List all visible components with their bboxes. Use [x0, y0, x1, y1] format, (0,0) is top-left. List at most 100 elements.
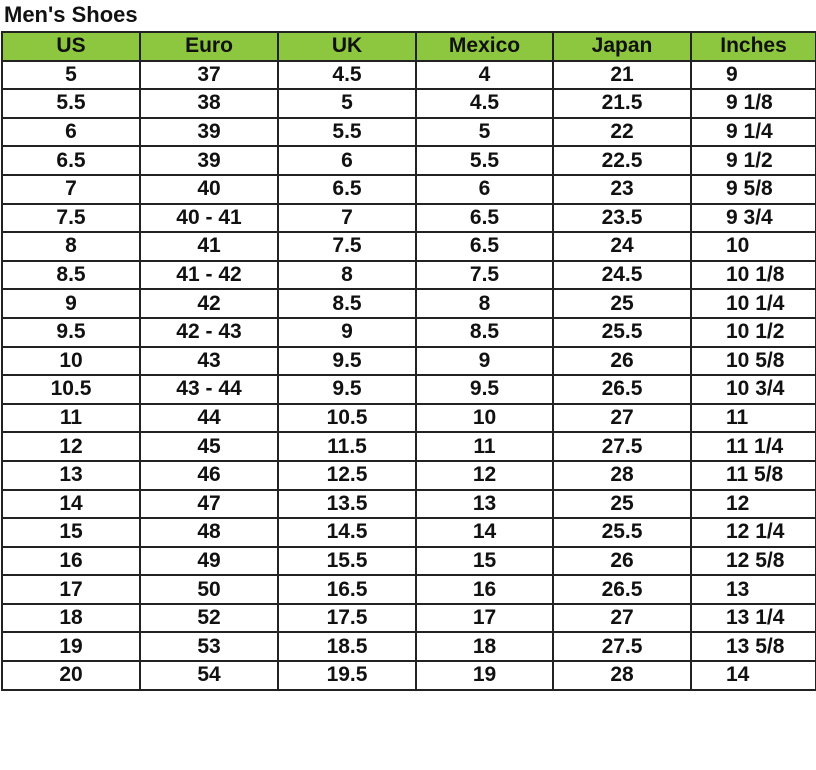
- cell-euro: 38: [139, 88, 279, 119]
- table-row: 10 43 9.5 9 26 10 5/8: [1, 345, 816, 377]
- cell-inches: 13: [690, 574, 816, 605]
- table-row: 20 54 19.5 19 28 14: [1, 660, 816, 691]
- column-header-japan: Japan: [552, 31, 692, 62]
- cell-inches: 10 1/2: [690, 316, 816, 348]
- header-row: US Euro UK Mexico Japan Inches: [1, 31, 816, 62]
- column-header-uk: UK: [277, 31, 417, 62]
- cell-euro: 41: [139, 231, 279, 262]
- cell-mexico: 6: [415, 173, 554, 205]
- cell-us: 7.5: [1, 202, 141, 234]
- cell-uk: 8.5: [277, 288, 417, 319]
- cell-uk: 9.5: [277, 345, 417, 377]
- cell-uk: 16.5: [277, 574, 417, 605]
- cell-mexico: 13: [415, 488, 554, 520]
- cell-us: 9: [1, 288, 141, 319]
- table-row: 16 49 15.5 15 26 12 5/8: [1, 545, 816, 577]
- table-row: 15 48 14.5 14 25.5 12 1/4: [1, 517, 816, 548]
- cell-mexico: 8.5: [415, 316, 554, 348]
- cell-us: 14: [1, 488, 141, 520]
- cell-inches: 12 1/4: [690, 517, 816, 548]
- cell-mexico: 15: [415, 545, 554, 577]
- cell-japan: 21: [552, 59, 692, 91]
- table-row: 5.5 38 5 4.5 21.5 9 1/8: [1, 88, 816, 119]
- table-row: 13 46 12.5 12 28 11 5/8: [1, 459, 816, 491]
- cell-japan: 27: [552, 602, 692, 634]
- cell-mexico: 6.5: [415, 202, 554, 234]
- cell-japan: 26.5: [552, 574, 692, 605]
- cell-inches: 12: [690, 488, 816, 520]
- cell-uk: 6: [277, 145, 417, 176]
- cell-uk: 4.5: [277, 59, 417, 91]
- cell-uk: 5.5: [277, 116, 417, 148]
- cell-uk: 18.5: [277, 631, 417, 663]
- cell-mexico: 4.5: [415, 88, 554, 119]
- cell-uk: 7.5: [277, 231, 417, 262]
- table-row: 12 45 11.5 11 27.5 11 1/4: [1, 431, 816, 462]
- cell-us: 18: [1, 602, 141, 634]
- cell-us: 10.5: [1, 374, 141, 405]
- cell-mexico: 12: [415, 459, 554, 491]
- cell-uk: 10.5: [277, 402, 417, 434]
- cell-uk: 6.5: [277, 173, 417, 205]
- cell-euro: 53: [139, 631, 279, 663]
- cell-us: 12: [1, 431, 141, 462]
- cell-euro: 40 - 41: [139, 202, 279, 234]
- cell-us: 6: [1, 116, 141, 148]
- cell-japan: 25.5: [552, 316, 692, 348]
- cell-japan: 27.5: [552, 431, 692, 462]
- cell-inches: 10 1/8: [690, 259, 816, 291]
- cell-japan: 21.5: [552, 88, 692, 119]
- cell-japan: 25: [552, 288, 692, 319]
- cell-euro: 43 - 44: [139, 374, 279, 405]
- cell-mexico: 5.5: [415, 145, 554, 176]
- table-row: 11 44 10.5 10 27 11: [1, 402, 816, 434]
- cell-us: 13: [1, 459, 141, 491]
- cell-inches: 9 1/4: [690, 116, 816, 148]
- cell-euro: 41 - 42: [139, 259, 279, 291]
- table-row: 9.5 42 - 43 9 8.5 25.5 10 1/2: [1, 316, 816, 348]
- page-title: Men's Shoes: [4, 2, 138, 27]
- cell-inches: 10 1/4: [690, 288, 816, 319]
- cell-inches: 10: [690, 231, 816, 262]
- cell-us: 9.5: [1, 316, 141, 348]
- cell-us: 15: [1, 517, 141, 548]
- table-row: 17 50 16.5 16 26.5 13: [1, 574, 816, 605]
- cell-japan: 23.5: [552, 202, 692, 234]
- table-row: 19 53 18.5 18 27.5 13 5/8: [1, 631, 816, 663]
- cell-us: 8.5: [1, 259, 141, 291]
- cell-japan: 27: [552, 402, 692, 434]
- cell-mexico: 8: [415, 288, 554, 319]
- cell-inches: 11: [690, 402, 816, 434]
- table-row: 8 41 7.5 6.5 24 10: [1, 231, 816, 262]
- cell-euro: 50: [139, 574, 279, 605]
- cell-euro: 39: [139, 145, 279, 176]
- cell-us: 19: [1, 631, 141, 663]
- cell-uk: 7: [277, 202, 417, 234]
- cell-inches: 10 3/4: [690, 374, 816, 405]
- cell-euro: 49: [139, 545, 279, 577]
- cell-mexico: 4: [415, 59, 554, 91]
- table-row: 7.5 40 - 41 7 6.5 23.5 9 3/4: [1, 202, 816, 234]
- cell-euro: 39: [139, 116, 279, 148]
- cell-inches: 9 1/2: [690, 145, 816, 176]
- cell-uk: 15.5: [277, 545, 417, 577]
- cell-us: 10: [1, 345, 141, 377]
- cell-inches: 13 1/4: [690, 602, 816, 634]
- cell-mexico: 14: [415, 517, 554, 548]
- cell-uk: 5: [277, 88, 417, 119]
- cell-japan: 28: [552, 660, 692, 691]
- cell-inches: 12 5/8: [690, 545, 816, 577]
- column-header-us: US: [1, 31, 141, 62]
- cell-mexico: 5: [415, 116, 554, 148]
- table-row: 9 42 8.5 8 25 10 1/4: [1, 288, 816, 319]
- column-header-euro: Euro: [139, 31, 279, 62]
- cell-japan: 26: [552, 545, 692, 577]
- cell-uk: 19.5: [277, 660, 417, 691]
- cell-us: 20: [1, 660, 141, 691]
- size-chart-table: US Euro UK Mexico Japan Inches 5 37 4.5 4 21 9 5.5 3…: [1, 31, 816, 691]
- cell-euro: 40: [139, 173, 279, 205]
- cell-inches: 9 1/8: [690, 88, 816, 119]
- cell-euro: 44: [139, 402, 279, 434]
- cell-euro: 43: [139, 345, 279, 377]
- table-row: 14 47 13.5 13 25 12: [1, 488, 816, 520]
